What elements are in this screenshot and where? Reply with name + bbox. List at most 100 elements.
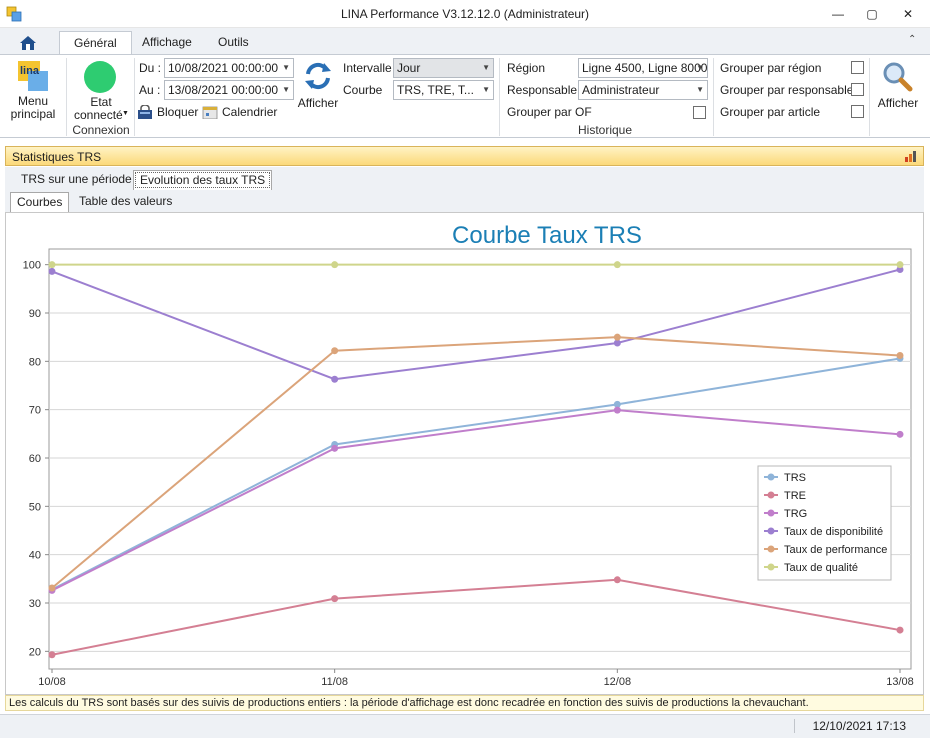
courbe-label: Courbe [343,83,383,97]
chart-area: Courbe Taux TRS 20 30 40 50 60 70 80 90 100 10/08 1… [5,212,924,695]
x-tick-label: 13/08 [886,676,914,688]
date-du-field[interactable]: 10/08/2021 00:00:00 ▼ [164,58,294,78]
responsable-select[interactable]: Administrateur ▼ [578,80,708,100]
home-button[interactable] [6,31,50,54]
panel-tab-bar: TRS sur une période Evolution des taux T… [5,167,924,190]
data-point [331,595,339,603]
chevron-down-icon[interactable]: ▼ [282,85,290,94]
window-title: LINA Performance V3.12.12.0 (Administrat… [340,7,590,21]
y-tick-label: 40 [29,550,41,562]
data-point [331,375,339,383]
x-tick-label: 11/08 [321,676,348,688]
tab-general[interactable]: Général [59,31,132,54]
close-button[interactable]: ✕ [902,7,914,21]
home-icon [20,35,36,50]
app-icon [6,6,22,22]
ribbon-separator [713,58,714,136]
collapse-ribbon-icon[interactable]: ⌃ [908,34,917,45]
chevron-down-icon[interactable]: ▼ [282,63,290,72]
status-bar: 12/10/2021 17:13 [0,714,930,738]
ribbon-separator [134,58,135,136]
legend-label: TRS [784,472,806,484]
data-point [48,584,56,592]
tab-table-valeurs[interactable]: Table des valeurs [79,194,173,208]
calendrier-button[interactable]: Calendrier [202,104,282,120]
calendar-icon [202,106,218,119]
tab-affichage[interactable]: Affichage [142,35,192,49]
afficher-refresh-button[interactable]: Afficher [296,57,340,110]
data-point [896,626,904,634]
data-point [613,261,621,269]
data-point [896,266,904,273]
ribbon: lina Menu principal Etat connecté ▼ Conn… [0,54,930,138]
data-point [331,261,339,269]
chevron-down-icon: ▼ [122,110,129,117]
du-label: Du : [139,61,162,75]
afficher-search-button[interactable]: Afficher [873,57,923,110]
data-point [613,333,621,341]
y-tick-label: 30 [29,598,41,610]
legend-swatch [767,509,775,517]
lock-icon [138,105,152,119]
data-point [613,576,621,584]
courbe-select[interactable]: TRS, TRE, T... ▼ [393,80,494,100]
series-line-2 [51,409,901,592]
etat-connecte-button[interactable]: Etat connecté ▼ [70,57,132,122]
grouper-of-label: Grouper par OF [507,105,592,119]
legend-swatch [767,527,775,535]
legend-swatch [767,563,775,571]
tab-evolution-taux[interactable]: Evolution des taux TRS [133,170,273,190]
grouper-article-checkbox[interactable] [851,105,864,118]
footnote: Les calculs du TRS sont basés sur des su… [5,695,924,711]
bar-chart-icon [905,151,916,162]
menu-principal-button[interactable]: lina Menu principal [8,57,58,121]
series-line-3 [51,268,901,381]
data-point [896,430,904,438]
au-label: Au : [139,83,161,97]
plot-border [48,248,912,670]
grouper-region-checkbox[interactable] [851,61,864,74]
minimize-button[interactable]: — [832,7,844,21]
y-tick-label: 50 [29,501,41,513]
chart-tab-bar: Courbes Table des valeurs [5,190,924,212]
maximize-button[interactable]: ▢ [866,7,878,21]
status-datetime: 12/10/2021 17:13 [793,719,906,733]
region-select[interactable]: Ligne 4500, Ligne 8000 ▼ [578,58,708,78]
connection-status-indicator [84,61,116,93]
tab-outils[interactable]: Outils [218,35,249,49]
data-point [896,261,904,269]
chevron-down-icon[interactable]: ▼ [482,85,490,94]
chart-title: Courbe Taux TRS [452,222,642,249]
grouper-of-checkbox[interactable] [693,106,706,119]
region-label: Région [507,61,546,75]
data-point [48,651,56,659]
data-point [613,400,621,408]
lina-logo-icon: lina [18,61,48,91]
grouper-article-label: Grouper par article [720,105,821,119]
panel-title: Statistiques TRS [12,150,102,164]
connexion-group-label: Connexion [72,123,130,137]
date-au-field[interactable]: 13/08/2021 00:00:00 ▼ [164,80,294,100]
ribbon-separator [66,58,67,136]
tab-courbes[interactable]: Courbes [10,192,70,212]
ribbon-separator [499,58,500,136]
tab-trs-periode[interactable]: TRS sur une période [21,172,132,186]
data-point [613,406,621,414]
historique-group-label: Historique [577,123,633,137]
ribbon-separator [869,58,870,136]
grouper-responsable-checkbox[interactable] [851,83,864,96]
legend-label: TRG [784,508,807,520]
grouper-region-label: Grouper par région [720,61,822,75]
legend-label: Taux de qualité [784,562,858,574]
data-point [896,352,904,360]
data-point [48,267,56,275]
y-tick-label: 60 [29,453,41,465]
chevron-down-icon[interactable]: ▼ [696,63,704,72]
responsable-label: Responsable [507,83,578,97]
chevron-down-icon[interactable]: ▼ [482,63,490,72]
intervalle-select[interactable]: Jour ▼ [393,58,494,78]
y-tick-label: 70 [29,405,41,417]
bloquer-button[interactable]: Bloquer [137,104,198,120]
legend-label: TRE [784,490,806,502]
chevron-down-icon[interactable]: ▼ [696,85,704,94]
